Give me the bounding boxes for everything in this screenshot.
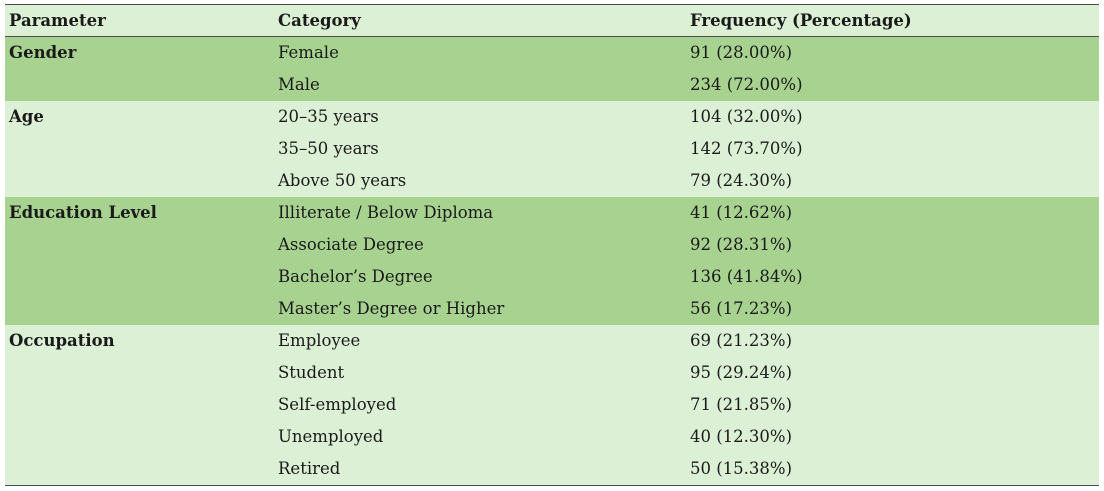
table-row: Male 234 (72.00%) (5, 69, 1099, 101)
parameter-label: Education Level (9, 203, 157, 222)
frequency-cell: 92 (28.31%) (690, 235, 793, 254)
group-gender: Gender Female 91 (28.00%) Male 234 (72.0… (5, 37, 1099, 101)
category-cell: Student (278, 363, 345, 382)
table-row: Associate Degree 92 (28.31%) (5, 229, 1099, 261)
frequency-cell: 142 (73.70%) (690, 139, 803, 158)
parameter-label: Age (9, 107, 44, 126)
parameter-empty (5, 453, 278, 485)
table-row: 35–50 years 142 (73.70%) (5, 133, 1099, 165)
table-row: Student 95 (29.24%) (5, 357, 1099, 389)
group-age: Age 20–35 years 104 (32.00%) 35–50 years… (5, 101, 1099, 197)
table-row: Above 50 years 79 (24.30%) (5, 165, 1099, 197)
category-cell: Male (278, 75, 320, 94)
table-row: Retired 50 (15.38%) (5, 453, 1099, 485)
category-cell: Unemployed (278, 427, 384, 446)
frequency-cell: 56 (17.23%) (690, 299, 793, 318)
table-row: Unemployed 40 (12.30%) (5, 421, 1099, 453)
header-parameter: Parameter (9, 11, 106, 30)
table-row: Master’s Degree or Higher 56 (17.23%) (5, 293, 1099, 325)
table-header-row: Parameter Category Frequency (Percentage… (5, 5, 1099, 37)
category-cell: Female (278, 43, 339, 62)
table-row: Age 20–35 years 104 (32.00%) (5, 101, 1099, 133)
parameter-empty (5, 421, 278, 453)
parameter-empty (5, 165, 278, 197)
frequency-cell: 79 (24.30%) (690, 171, 793, 190)
category-cell: Employee (278, 331, 361, 350)
category-cell: 35–50 years (278, 139, 379, 158)
parameter-empty (5, 261, 278, 293)
frequency-cell: 50 (15.38%) (690, 459, 793, 478)
category-cell: Self-employed (278, 395, 397, 414)
frequency-cell: 69 (21.23%) (690, 331, 793, 350)
group-education-level: Education Level Illiterate / Below Diplo… (5, 197, 1099, 325)
parameter-empty (5, 357, 278, 389)
category-cell: Master’s Degree or Higher (278, 299, 505, 318)
table-row: Self-employed 71 (21.85%) (5, 389, 1099, 421)
parameter-empty (5, 229, 278, 261)
table-row: Occupation Employee 69 (21.23%) (5, 325, 1099, 357)
category-cell: Associate Degree (278, 235, 424, 254)
parameter-label: Gender (9, 43, 77, 62)
frequency-cell: 234 (72.00%) (690, 75, 803, 94)
category-cell: Retired (278, 459, 341, 478)
parameter-empty (5, 133, 278, 165)
frequency-cell: 71 (21.85%) (690, 395, 793, 414)
table-row: Gender Female 91 (28.00%) (5, 37, 1099, 69)
parameter-label: Occupation (9, 331, 115, 350)
frequency-cell: 136 (41.84%) (690, 267, 803, 286)
header-frequency: Frequency (Percentage) (690, 11, 912, 30)
frequency-cell: 40 (12.30%) (690, 427, 793, 446)
group-occupation: Occupation Employee 69 (21.23%) Student … (5, 325, 1099, 485)
table-row: Bachelor’s Degree 136 (41.84%) (5, 261, 1099, 293)
frequency-cell: 104 (32.00%) (690, 107, 803, 126)
parameter-empty (5, 69, 278, 101)
header-category: Category (278, 11, 361, 30)
category-cell: Bachelor’s Degree (278, 267, 433, 286)
frequency-cell: 41 (12.62%) (690, 203, 793, 222)
category-cell: 20–35 years (278, 107, 379, 126)
category-cell: Illiterate / Below Diploma (278, 203, 494, 222)
frequency-cell: 91 (28.00%) (690, 43, 793, 62)
table-row: Education Level Illiterate / Below Diplo… (5, 197, 1099, 229)
category-cell: Above 50 years (278, 171, 407, 190)
frequency-cell: 95 (29.24%) (690, 363, 793, 382)
parameter-empty (5, 389, 278, 421)
demographics-table: Parameter Category Frequency (Percentage… (5, 4, 1099, 486)
parameter-empty (5, 293, 278, 325)
